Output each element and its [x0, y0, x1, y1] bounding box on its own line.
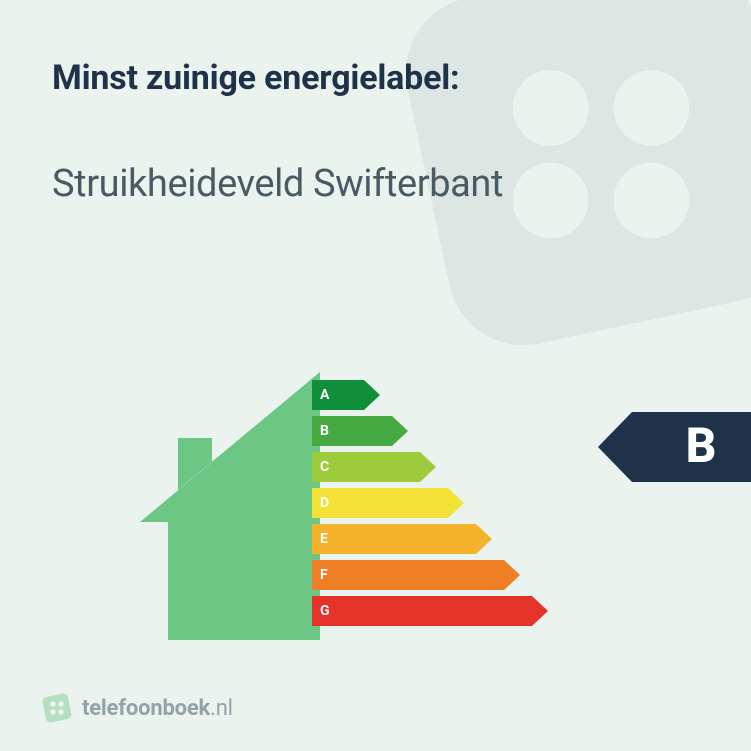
card-title: Minst zuinige energielabel: [52, 58, 699, 98]
energy-label-card: Minst zuinige energielabel: Struikheidev… [0, 0, 751, 751]
energy-bar-arrow [532, 596, 548, 626]
energy-bar-arrow [364, 380, 380, 410]
energy-bar-arrow [448, 488, 464, 518]
footer: telefoonboek.nl [42, 693, 233, 723]
card-subtitle: Struikheideveld Swifterbant [52, 162, 699, 206]
energy-bar-label: D [312, 488, 448, 518]
energy-bar-e: E [312, 524, 548, 554]
energy-bar-c: C [312, 452, 548, 482]
rating-callout: B [598, 412, 751, 482]
callout-letter: B [632, 412, 751, 482]
energy-bar-label: C [312, 452, 420, 482]
energy-bar-label: E [312, 524, 476, 554]
house-icon [140, 372, 320, 640]
energy-bar-arrow [504, 560, 520, 590]
energy-bar-arrow [420, 452, 436, 482]
footer-logo-icon [42, 693, 72, 723]
energy-bar-f: F [312, 560, 548, 590]
footer-brand-thin: .nl [210, 696, 233, 721]
energy-bar-label: G [312, 596, 532, 626]
energy-bar-label: B [312, 416, 392, 446]
energy-bars: ABCDEFG [312, 380, 548, 626]
energy-bar-label: F [312, 560, 504, 590]
energy-bar-d: D [312, 488, 548, 518]
energy-bar-b: B [312, 416, 548, 446]
energy-bar-g: G [312, 596, 548, 626]
energy-bar-arrow [392, 416, 408, 446]
energy-bar-label: A [312, 380, 364, 410]
footer-brand-bold: telefoonboek [82, 696, 210, 721]
energy-bar-arrow [476, 524, 492, 554]
energy-bar-a: A [312, 380, 548, 410]
callout-notch [598, 412, 632, 482]
energy-diagram: ABCDEFG B [140, 360, 740, 660]
footer-brand: telefoonboek.nl [82, 696, 233, 721]
